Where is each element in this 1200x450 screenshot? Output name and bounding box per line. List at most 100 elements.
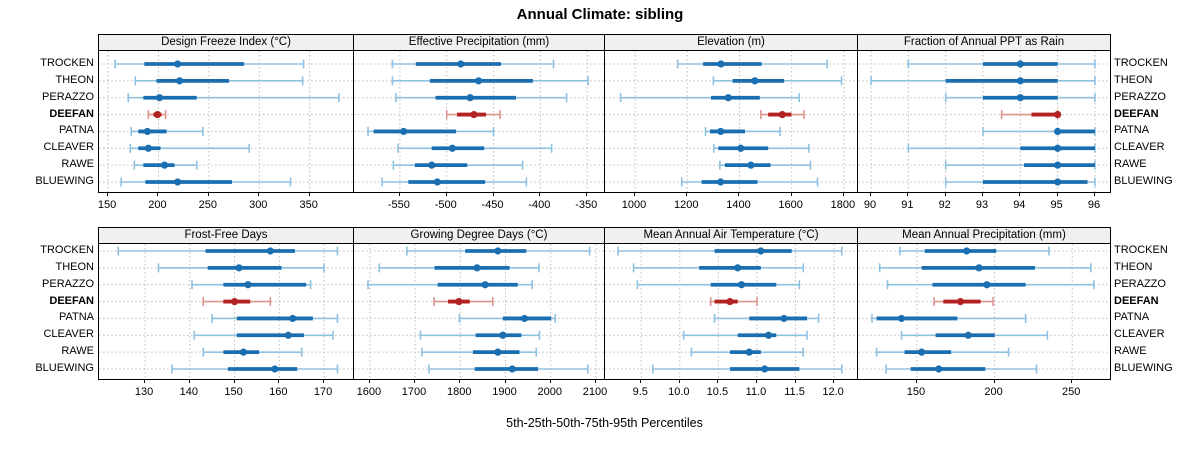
percentile-caption: 5th-25th-50th-75th-95th Percentiles	[506, 416, 703, 430]
site-label-right-bluewing: BLUEWING	[1114, 174, 1173, 187]
axis-tick-label: 1200	[673, 199, 699, 211]
site-label-right-trocken: TROCKEN	[1114, 57, 1168, 69]
axis-tick	[398, 192, 400, 196]
series-perazzo	[367, 280, 533, 290]
series-bluewing	[381, 177, 528, 187]
series-trocken	[406, 246, 591, 256]
series-rawe	[392, 160, 524, 170]
site-label-left-patna: PATNA	[58, 124, 94, 137]
site-label-left-theon: THEON	[55, 260, 95, 273]
series-cleaver	[193, 330, 334, 340]
site-label-right-bluewing: BLUEWING	[1114, 361, 1173, 374]
site-label-left-trocken: TROCKEN	[40, 244, 94, 256]
axis-tick	[1056, 192, 1058, 196]
series-rawe	[690, 347, 805, 357]
axis-tick-label: 350	[299, 199, 318, 211]
axis-tick-label: 250	[198, 199, 218, 211]
series-perazzo	[944, 93, 1096, 103]
series-patna	[367, 126, 495, 136]
axis-tick	[678, 379, 680, 383]
series-bluewing	[885, 364, 1038, 374]
panel-svg	[354, 51, 604, 192]
series-theon	[378, 263, 540, 273]
axis-tick-label: 200	[148, 199, 167, 211]
series-patna	[458, 313, 557, 323]
series-perazzo	[636, 280, 801, 290]
axis-tick-label: -350	[575, 199, 598, 211]
series-cleaver	[419, 330, 541, 340]
site-label-right-rawe: RAWE	[1114, 345, 1147, 358]
axis-tick	[717, 379, 719, 383]
axis-tick	[414, 379, 416, 383]
series-patna	[211, 313, 339, 323]
site-label-right-patna: PATNA	[1114, 124, 1150, 137]
axis-tick-label: 1700	[401, 386, 427, 398]
axis-tick-label: 150	[97, 199, 117, 211]
axis-tick-label: -500	[434, 199, 457, 211]
series-theon	[632, 263, 805, 273]
site-label-left-rawe: RAWE	[61, 158, 94, 171]
series-trocken	[907, 59, 1096, 69]
axis-tick	[258, 192, 260, 196]
axis-tick-label: 96	[1087, 199, 1101, 211]
panel-svg	[99, 51, 353, 192]
series-bluewing	[944, 177, 1096, 187]
axis-tick-label: 10.0	[668, 386, 690, 398]
axis-tick-label: 150	[906, 386, 926, 398]
site-label-left-perazzo: PERAZZO	[42, 277, 94, 290]
series-deefan	[933, 297, 994, 307]
axis-tick	[207, 192, 209, 196]
axis-tick-label: 140	[179, 386, 198, 398]
series-trocken	[391, 59, 555, 69]
series-deefan	[433, 297, 494, 307]
panel-svg	[858, 244, 1110, 379]
axis-tick-label: 1800	[447, 386, 472, 398]
site-label-right-cleaver: CLEAVER	[1114, 328, 1165, 341]
site-label-right-deefan: DEEFAN	[1114, 107, 1159, 120]
site-label-right-deefan: DEEFAN	[1114, 294, 1159, 307]
axis-tick	[144, 379, 146, 383]
series-rawe	[202, 347, 303, 357]
series-rawe	[944, 160, 1096, 170]
axis-tick	[233, 379, 235, 383]
axis-tick	[459, 379, 461, 383]
series-deefan	[760, 110, 805, 120]
series-trocken	[676, 59, 828, 69]
axis-tick	[1093, 192, 1095, 196]
axis-tick-label: 160	[269, 386, 288, 398]
series-deefan	[147, 110, 167, 120]
series-trocken	[899, 246, 1050, 256]
axis-tick-label: 11.0	[745, 386, 767, 398]
axis-tick-label: -400	[528, 199, 551, 211]
site-label-right-theon: THEON	[1114, 260, 1153, 273]
series-patna	[982, 126, 1096, 136]
axis-tick-label: 1900	[492, 386, 517, 398]
panel-svg	[99, 244, 353, 379]
series-perazzo	[191, 280, 312, 290]
panel-strip: Mean Annual Air Temperature (°C)	[604, 227, 858, 244]
series-trocken	[117, 246, 339, 256]
series-theon	[391, 76, 589, 86]
axis-tick-label: 200	[984, 386, 1003, 398]
series-deefan	[709, 297, 758, 307]
series-cleaver	[682, 330, 808, 340]
chart-title: Annual Climate: sibling	[516, 6, 684, 23]
axis-tick	[368, 379, 370, 383]
series-deefan	[445, 110, 501, 120]
axis-tick-label: -450	[481, 199, 504, 211]
series-perazzo	[127, 93, 340, 103]
site-label-left-cleaver: CLEAVER	[43, 328, 94, 341]
axis-tick-label: 95	[1050, 199, 1063, 211]
axis-tick	[915, 379, 917, 383]
axis-tick-label: 300	[249, 199, 268, 211]
panel-strip: Mean Annual Precipitation (mm)	[857, 227, 1111, 244]
site-label-left-deefan: DEEFAN	[49, 294, 94, 307]
axis-tick-label: 130	[134, 386, 154, 398]
axis-tick	[842, 192, 844, 196]
series-trocken	[114, 59, 305, 69]
axis-tick-label: 93	[975, 199, 989, 211]
axis-tick	[686, 192, 688, 196]
site-label-left-deefan: DEEFAN	[49, 107, 94, 120]
axis-tick-label: 12.0	[822, 386, 844, 398]
